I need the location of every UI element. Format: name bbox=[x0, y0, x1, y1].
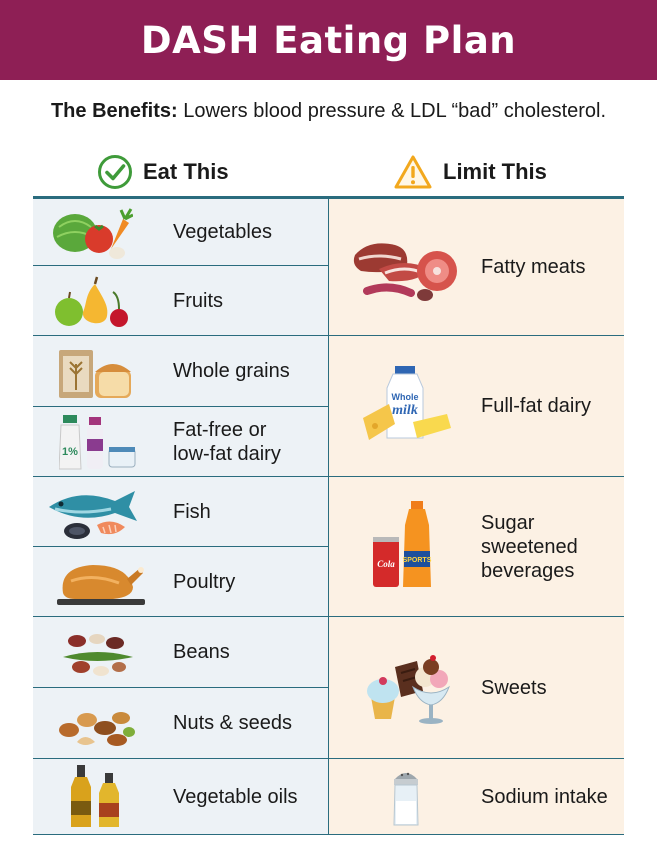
eat-row-fruits: Fruits bbox=[33, 266, 328, 336]
page-title: DASH Eating Plan bbox=[140, 18, 517, 62]
limit-label-sugary-line3: beverages bbox=[481, 559, 575, 582]
eat-row-vegetable-oils: Vegetable oils bbox=[33, 759, 328, 835]
sweets-icon bbox=[367, 655, 451, 724]
bottle-text-whole: Whole bbox=[392, 392, 419, 402]
vegetables-icon bbox=[53, 208, 133, 259]
eat-row-beans: Beans bbox=[33, 617, 328, 688]
limit-label-sweets: Sweets bbox=[481, 676, 547, 699]
title-banner: DASH Eating Plan bbox=[0, 0, 657, 80]
checkmark-circle-icon bbox=[98, 155, 132, 189]
limit-label-full-fat-dairy: Full-fat dairy bbox=[481, 395, 592, 417]
can-text: Cola bbox=[377, 559, 395, 569]
limit-label-sugary-line1: Sugar bbox=[481, 511, 535, 534]
eat-label-nuts-seeds: Nuts & seeds bbox=[173, 712, 292, 734]
eat-row-whole-grains: Whole grains bbox=[33, 336, 328, 407]
eat-row-vegetables: Vegetables bbox=[33, 199, 328, 266]
column-divider bbox=[328, 199, 329, 835]
limit-label-sodium: Sodium intake bbox=[481, 785, 608, 808]
limit-this-label: Limit This bbox=[443, 159, 547, 184]
eat-this-label: Eat This bbox=[143, 159, 229, 184]
low-fat-dairy-icon: 1% bbox=[59, 415, 136, 470]
benefits-lead: The Benefits: bbox=[50, 100, 178, 122]
benefits-text: Lowers blood pressure & LDL “bad” choles… bbox=[177, 100, 607, 122]
eat-this-column: Vegetables Fruits Whole grains bbox=[33, 199, 328, 835]
eat-row-low-fat-dairy: 1% Fat-free or low-fat dairy bbox=[33, 407, 328, 477]
food-table: Vegetables Fruits Whole grains bbox=[33, 199, 624, 835]
eat-label-beans: Beans bbox=[173, 641, 230, 663]
eat-label-fruits: Fruits bbox=[173, 289, 223, 312]
warning-triangle-icon bbox=[394, 155, 432, 189]
salt-shaker-icon bbox=[393, 772, 419, 826]
header-rule bbox=[33, 196, 624, 199]
eat-label-whole-grains: Whole grains bbox=[173, 360, 290, 382]
fatty-meats-icon bbox=[353, 243, 457, 301]
fruits-icon bbox=[55, 276, 128, 327]
eat-label-fish: Fish bbox=[173, 500, 211, 523]
milk-percent-badge: 1% bbox=[62, 446, 78, 458]
eat-label-low-fat-dairy-line2: low-fat dairy bbox=[173, 442, 281, 465]
eat-label-vegetable-oils: Vegetable oils bbox=[173, 785, 298, 808]
benefits-line: The Benefits: Lowers blood pressure & LD… bbox=[0, 100, 657, 123]
limit-row-full-fat-dairy: Whole milk Full-fat dairy bbox=[329, 336, 624, 477]
nuts-icon bbox=[59, 712, 135, 746]
limit-this-header: Limit This bbox=[393, 152, 547, 192]
limit-this-column: Fatty meats Whole milk Full-fat dairy Co… bbox=[329, 199, 624, 835]
limit-label-fatty-meats: Fatty meats bbox=[481, 256, 586, 278]
beans-icon bbox=[63, 634, 133, 676]
eat-row-fish: Fish bbox=[33, 477, 328, 547]
limit-row-sodium: Sodium intake bbox=[329, 759, 624, 835]
eat-row-poultry: Poultry bbox=[33, 547, 328, 617]
limit-label-sugary-beverages: Sugar sweetened beverages bbox=[481, 511, 578, 583]
eat-label-low-fat-dairy-line1: Fat-free or bbox=[173, 418, 267, 441]
whole-grains-icon bbox=[59, 350, 131, 398]
oil-bottles-icon bbox=[71, 765, 119, 827]
eat-label-vegetables: Vegetables bbox=[173, 221, 272, 243]
soda-icon: Cola SPORTS bbox=[373, 501, 432, 587]
eat-label-poultry: Poultry bbox=[173, 570, 236, 593]
fish-icon bbox=[49, 491, 137, 539]
full-fat-dairy-icon: Whole milk bbox=[363, 366, 451, 440]
poultry-icon bbox=[57, 565, 145, 605]
limit-row-sugary-beverages: Cola SPORTS Sugar sweetened beverages bbox=[329, 477, 624, 617]
limit-row-fatty-meats: Fatty meats bbox=[329, 199, 624, 336]
limit-label-sugary-line2: sweetened bbox=[481, 535, 578, 558]
eat-label-low-fat-dairy: Fat-free or low-fat dairy bbox=[173, 418, 281, 466]
eat-this-header: Eat This bbox=[97, 152, 229, 192]
bottle-text-sports: SPORTS bbox=[403, 557, 432, 564]
bottle-text-milk: milk bbox=[392, 403, 418, 418]
limit-row-sweets: Sweets bbox=[329, 617, 624, 759]
eat-row-nuts-seeds: Nuts & seeds bbox=[33, 688, 328, 759]
